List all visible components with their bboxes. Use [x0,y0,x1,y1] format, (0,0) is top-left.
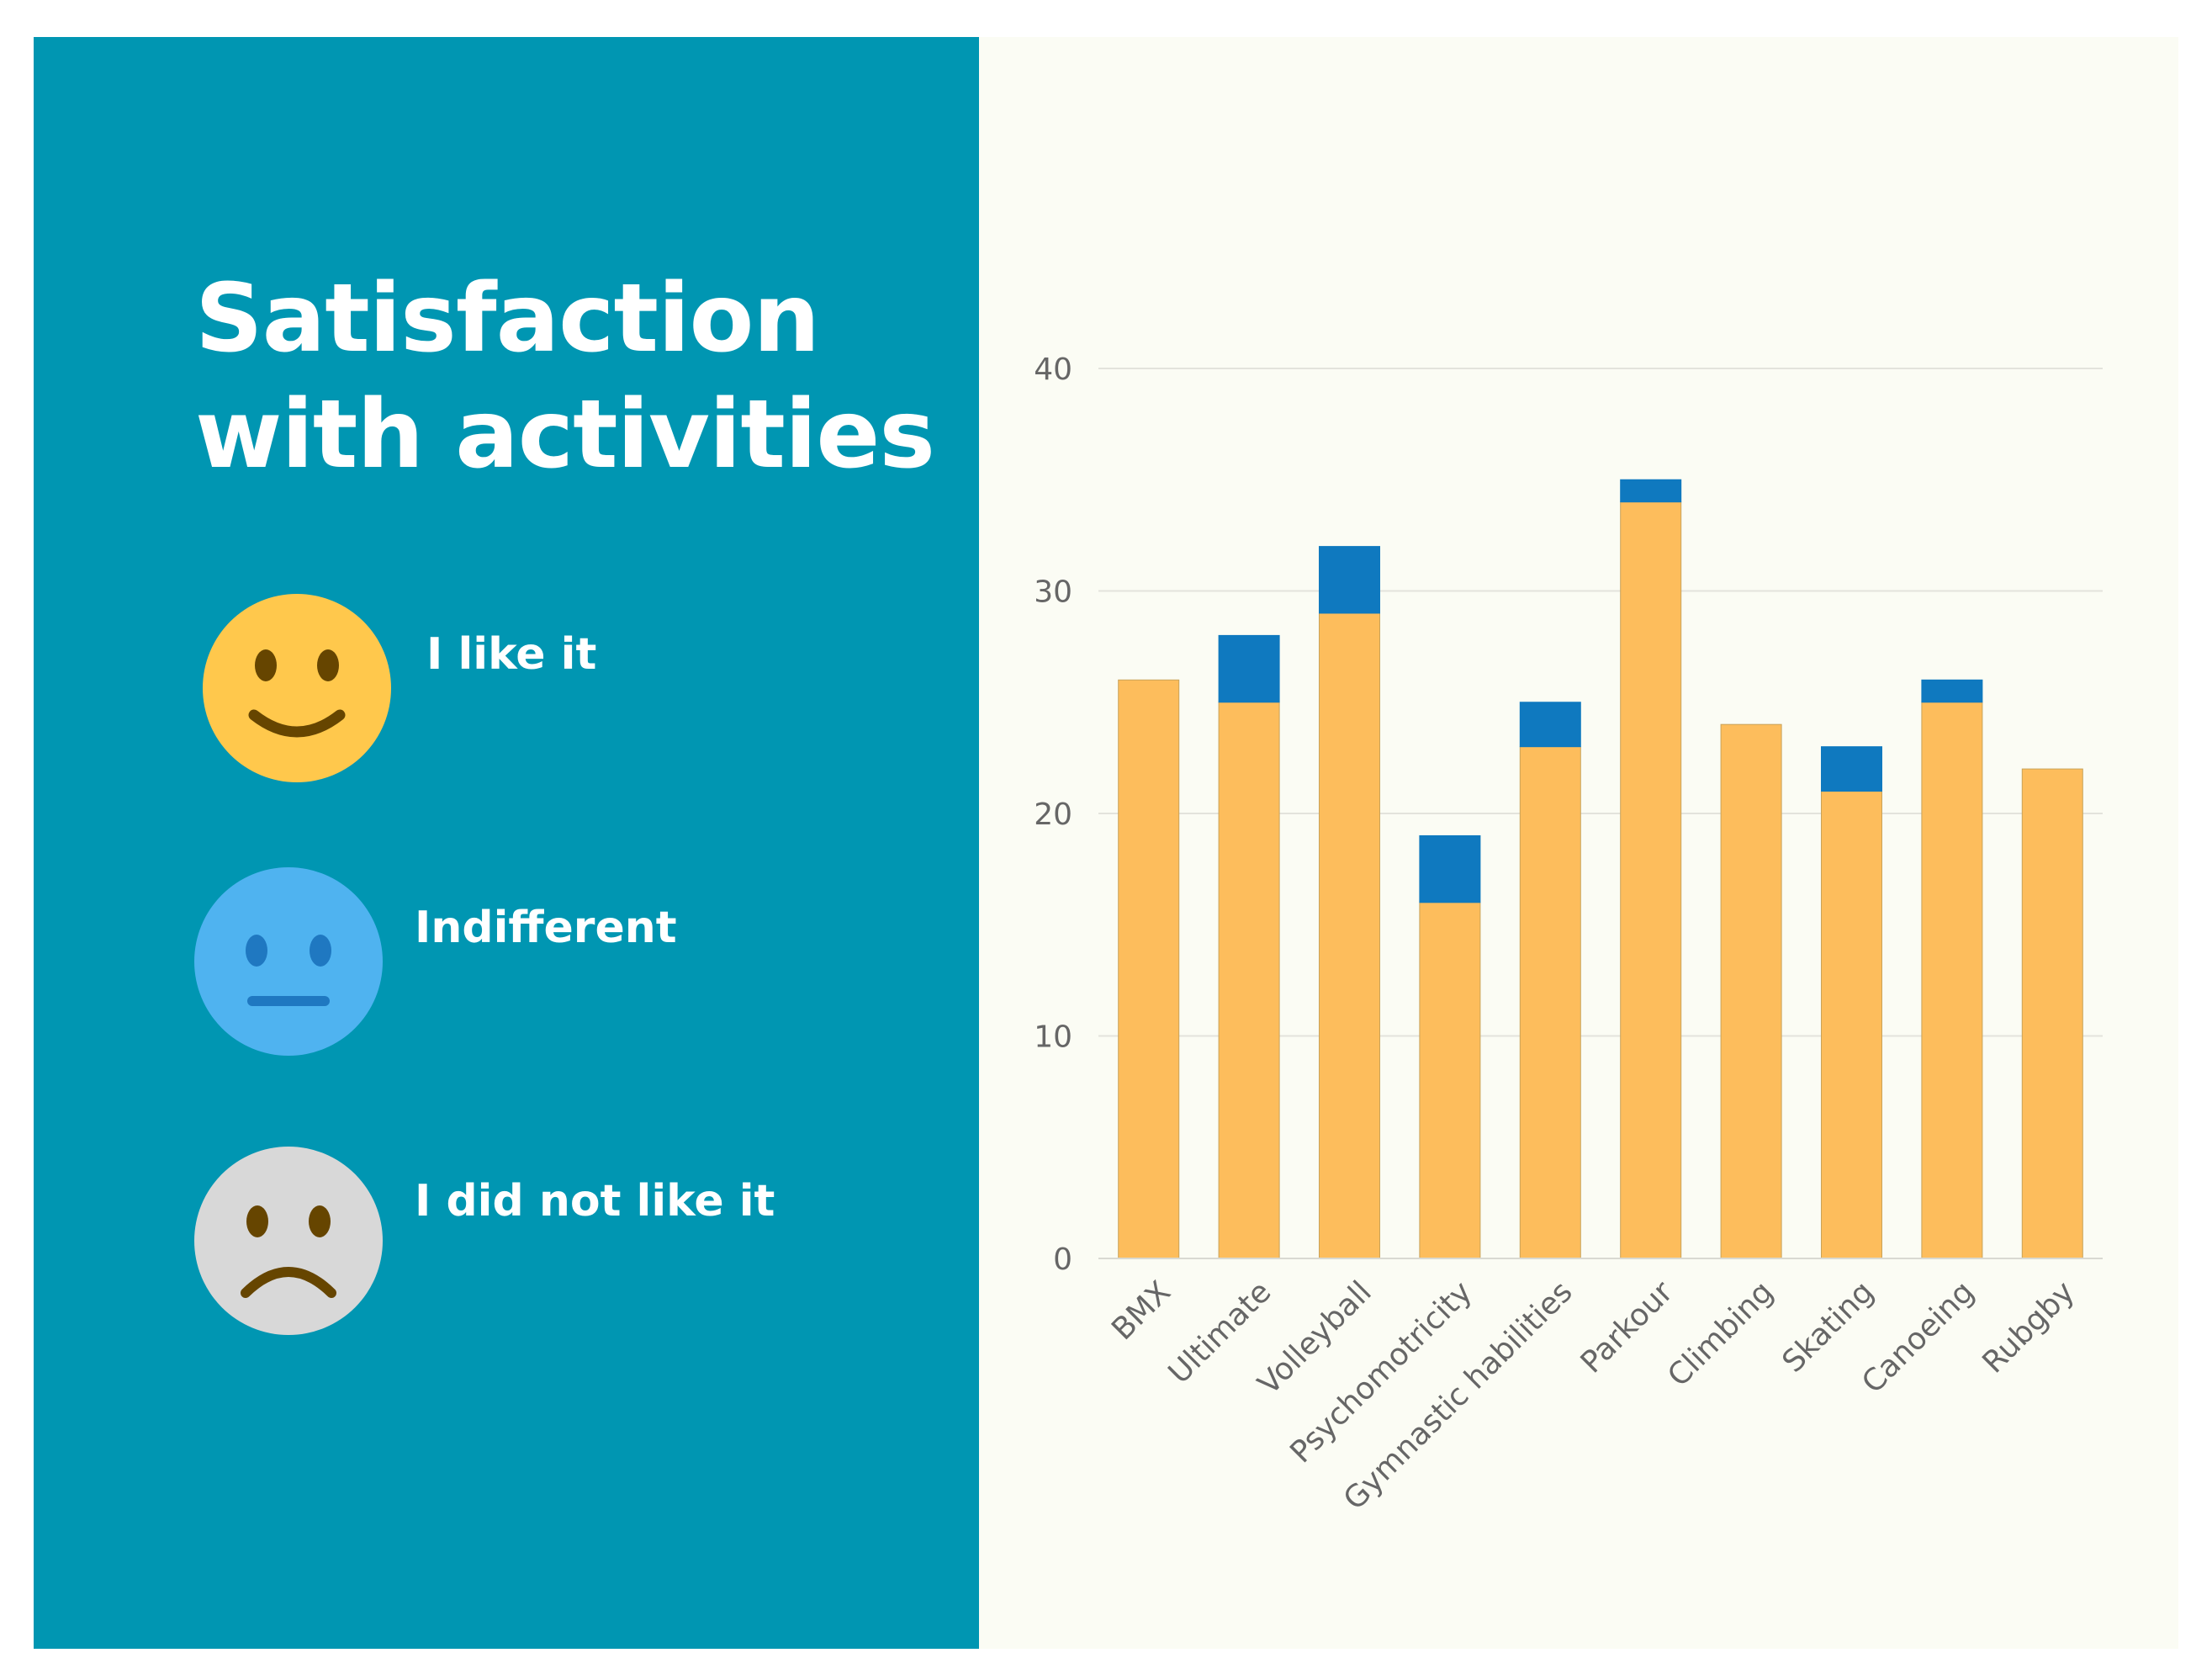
bar-like [1620,501,1682,1259]
bar-like [2021,768,2083,1259]
y-tick-label: 30 [1034,575,1072,610]
x-tick-label: Skating [1775,1274,1880,1379]
legend-like-label: I like it [426,629,597,680]
legend-indifferent-label: Indifferent [415,903,677,953]
bar-indifferent [1821,746,1882,792]
bar-indifferent [1319,546,1380,614]
y-tick-label: 0 [1053,1242,1072,1277]
title-line-2: with activities [195,380,935,490]
bar-like [1419,902,1481,1259]
bar-like [1319,612,1380,1259]
title-line-1: Satisfaction [195,264,820,373]
bar-like [1519,746,1581,1259]
y-tick-label: 10 [1034,1020,1072,1055]
legend-panel [34,37,979,1649]
bar-indifferent [1620,479,1682,503]
y-tick-label: 20 [1034,797,1072,832]
x-tick-label: Parkour [1574,1274,1680,1380]
y-tick-label: 40 [1034,352,1072,387]
bar-like [1720,723,1782,1259]
bar-indifferent [1519,702,1581,748]
bar-like [1118,679,1180,1259]
page-title: Satisfaction with activities [195,261,935,493]
bar-indifferent [1419,834,1481,903]
legend-dislike-label: I did not like it [415,1176,775,1226]
x-tick-label: Psychomotricity [1283,1274,1479,1470]
bar-like [1821,791,1882,1259]
bar-indifferent [1921,679,1983,703]
bar-like [1921,702,1983,1259]
x-tick-label: Climbing [1661,1274,1780,1393]
sad-face-icon [194,1147,383,1335]
neutral-face-icon [194,867,383,1056]
x-tick-label: BMX [1105,1274,1177,1347]
x-tick-label: Rubgby [1976,1274,2081,1380]
bar-indifferent [1218,634,1280,703]
happy-face-icon [203,594,391,782]
bar-like [1218,702,1280,1259]
